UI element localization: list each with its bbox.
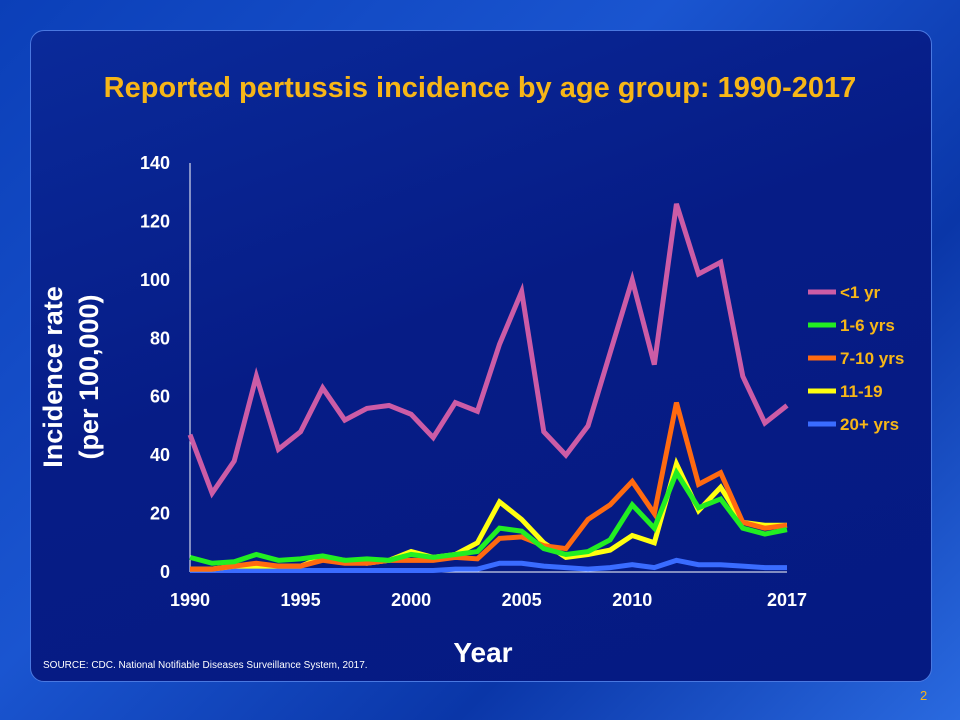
series-line-1 [189, 467, 788, 566]
y-tick-label: 100 [140, 270, 170, 290]
x-tick-label: 2017 [767, 590, 807, 610]
y-axis-label-line2: (per 100,000) [74, 294, 104, 459]
legend-label-4: 20+ yrs [840, 415, 899, 434]
y-tick-label: 0 [160, 562, 170, 582]
x-tick-label: 1995 [281, 590, 321, 610]
y-tick-label: 140 [140, 153, 170, 173]
legend-label-2: 7-10 yrs [840, 349, 904, 368]
page-number: 2 [920, 688, 928, 703]
y-tick-label: 60 [150, 387, 170, 407]
y-tick-label: 40 [150, 445, 170, 465]
series-line-2 [190, 401, 788, 572]
series-line-0 [187, 203, 789, 499]
y-tick-label: 80 [150, 328, 170, 348]
legend-label-0: <1 yr [840, 283, 881, 302]
x-axis-label: Year [453, 637, 512, 668]
series-line-4 [190, 557, 787, 574]
x-tick-label: 2000 [391, 590, 431, 610]
x-tick-label: 1990 [170, 590, 210, 610]
slide-panel [30, 30, 932, 682]
legend-label-1: 1-6 yrs [840, 316, 895, 335]
x-tick-label: 2005 [502, 590, 542, 610]
source-note: SOURCE: CDC. National Notifiable Disease… [43, 660, 368, 671]
y-tick-label: 120 [140, 211, 170, 231]
chart-title: Reported pertussis incidence by age grou… [103, 72, 857, 104]
y-axis-label-line1: Incidence rate [38, 286, 68, 468]
x-tick-label: 2010 [612, 590, 652, 610]
legend-label-3: 11-19 [840, 382, 883, 401]
y-tick-label: 20 [150, 504, 170, 524]
